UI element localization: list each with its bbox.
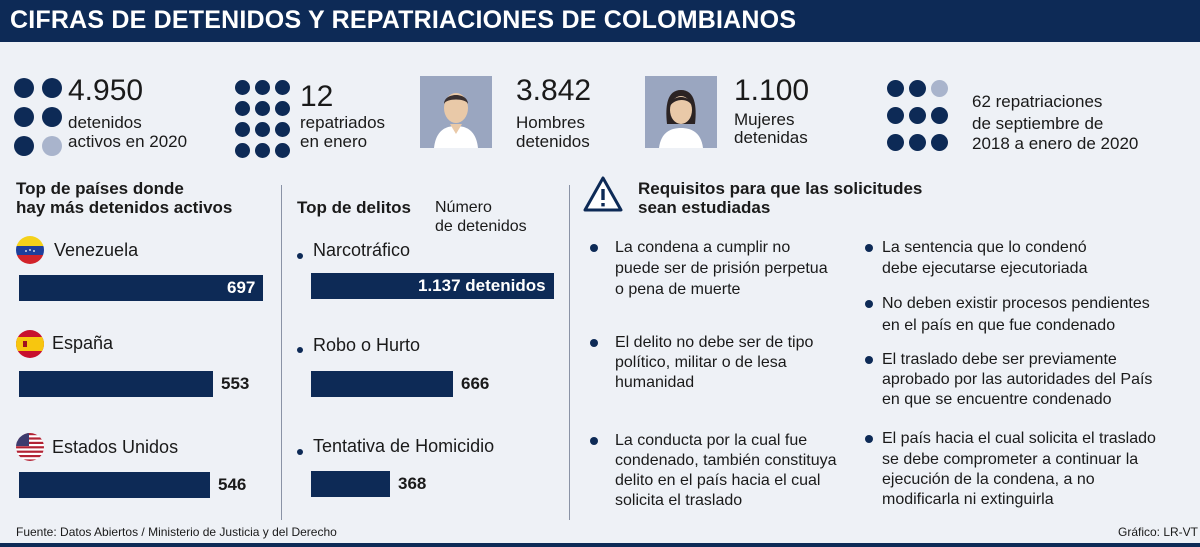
bullet	[865, 435, 873, 443]
requirement-line: en que se encuentre condenado	[882, 391, 1112, 408]
requirement-line: solicita el traslado	[615, 492, 743, 509]
crime-name: Narcotráfico	[313, 240, 411, 260]
requirement-line: o pena de muerte	[615, 281, 741, 298]
bullet	[865, 244, 873, 252]
source-note: Fuente: Datos Abiertos / Ministerio de J…	[16, 525, 337, 539]
requirement-line: ejecución de la condena, a no	[882, 471, 1095, 488]
requirement-line: en el país en que fue condenado	[882, 317, 1116, 334]
venezuela-flag-icon	[16, 236, 44, 264]
stat-repatriations-label-2: de septiembre de	[972, 114, 1104, 133]
countries-title-1: Top de países donde	[16, 179, 184, 198]
stat-detained-label-1: detenidos	[68, 113, 142, 132]
requirement-line: La condena a cumplir no	[615, 239, 791, 256]
crimes-subtitle-2: de detenidos	[435, 218, 527, 235]
requirement-line: modificarla ni extinguirla	[882, 491, 1054, 508]
bar-value-label: 368	[398, 474, 427, 493]
stat-repatriations-label-3: 2018 a enero de 2020	[972, 134, 1139, 153]
stat-men-value: 3.842	[516, 74, 592, 107]
bullet	[590, 437, 598, 445]
country-name: Estados Unidos	[52, 437, 179, 457]
spain-flag-icon	[16, 330, 44, 358]
stat-repatriated-label-2: en enero	[300, 132, 368, 151]
stat-detained-value: 4.950	[68, 74, 144, 107]
bullet	[590, 339, 598, 347]
requirement-line: se debe comprometer a continuar la	[882, 451, 1139, 468]
bar-value-label: 1.137 detenidos	[418, 276, 546, 295]
page-title: CIFRAS DE DETENIDOS Y REPATRIACIONES DE …	[10, 6, 797, 34]
bullet	[865, 300, 873, 308]
requirement-line: La sentencia que lo condenó	[882, 239, 1087, 256]
bar-value-label: 697	[227, 278, 256, 297]
requirement-line: El delito no debe ser de tipo	[615, 334, 814, 351]
bullet	[297, 347, 303, 353]
divider	[281, 185, 282, 520]
warning-icon	[583, 176, 623, 212]
header-bar: CIFRAS DE DETENIDOS Y REPATRIACIONES DE …	[0, 0, 1200, 42]
crimes-title: Top de delitos	[297, 198, 411, 217]
requirement-line: condenado, también constituya	[615, 452, 837, 469]
requirement-line: El país hacia el cual solicita el trasla…	[882, 430, 1156, 447]
crime-name: Robo o Hurto	[313, 335, 421, 355]
requirements-title-1: Requisitos para que las solicitudes	[638, 179, 923, 198]
requirements-title-2: sean estudiadas	[638, 198, 771, 217]
requirement-line: debe ejecutarse ejecutoriada	[882, 260, 1088, 277]
crimes-subtitle-1: Número	[435, 199, 492, 216]
country-bar	[19, 371, 213, 397]
bullet	[590, 244, 598, 252]
stat-repatriated-label-1: repatriados	[300, 113, 386, 132]
requirement-line: aprobado por las autoridades del País	[882, 371, 1153, 388]
bottom-rule	[0, 543, 1200, 547]
stat-women-label-2: detenidas	[734, 128, 808, 147]
stat-men-label-2: detenidos	[516, 132, 590, 151]
stat-repatriated-value: 12	[300, 80, 334, 113]
requirement-line: El traslado debe ser previamente	[882, 351, 1117, 368]
country-bar	[19, 472, 210, 498]
credit-note: Gráfico: LR-VT	[1118, 525, 1199, 539]
crime-bar	[311, 273, 554, 299]
dots-icon	[887, 80, 948, 151]
requirement-line: humanidad	[615, 374, 695, 391]
bar-value-label: 666	[461, 374, 490, 393]
crime-bar	[311, 471, 390, 497]
country-name: España	[52, 333, 114, 353]
usa-flag-icon	[16, 433, 44, 461]
bullet	[865, 356, 873, 364]
dots-icon	[14, 78, 62, 156]
crime-name: Tentativa de Homicidio	[313, 436, 495, 456]
dots-icon	[235, 80, 290, 158]
requirement-line: La conducta por la cual fue	[615, 432, 808, 449]
requirement-line: delito en el país hacia el cual	[615, 472, 821, 489]
crime-bar	[311, 371, 453, 397]
stat-men-label-1: Hombres	[516, 113, 585, 132]
stat-women-label-1: Mujeres	[734, 110, 795, 129]
requirement-line: político, militar o de lesa	[615, 354, 787, 371]
woman-icon	[645, 76, 717, 148]
divider	[569, 185, 570, 520]
stat-repatriations-label-1: 62 repatriaciones	[972, 92, 1103, 111]
requirement-line: puede ser de prisión perpetua	[615, 260, 828, 277]
stat-detained-label-2: activos en 2020	[68, 132, 188, 151]
countries-title-2: hay más detenidos activos	[16, 198, 233, 217]
bar-value-label: 546	[218, 475, 247, 494]
man-icon	[420, 76, 492, 148]
country-bar	[19, 275, 263, 301]
bar-value-label: 553	[221, 374, 250, 393]
bullet	[297, 449, 303, 455]
requirement-line: No deben existir procesos pendientes	[882, 295, 1150, 312]
country-name: Venezuela	[54, 240, 139, 260]
stat-women-value: 1.100	[734, 74, 810, 107]
bullet	[297, 253, 303, 259]
